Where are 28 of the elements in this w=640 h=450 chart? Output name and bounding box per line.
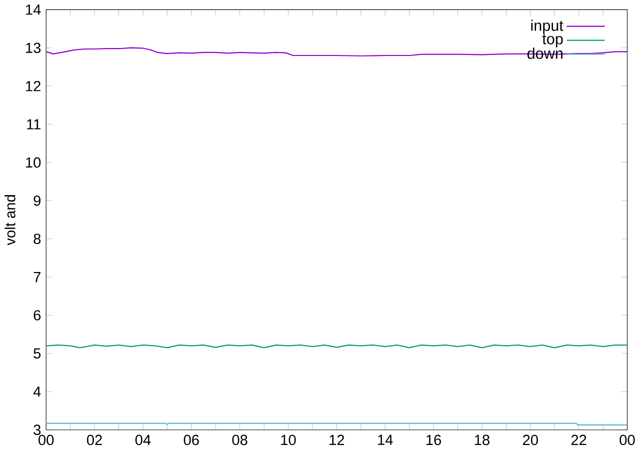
y-tick-label: 8	[34, 234, 41, 244]
legend-label: top	[542, 34, 563, 48]
x-tick-label: 10	[281, 434, 296, 446]
legend-label: input	[531, 20, 564, 34]
x-tick-label: 20	[522, 434, 538, 446]
y-tick-label: 12	[26, 81, 40, 92]
x-tick-label: 08	[232, 434, 248, 446]
y-tick-label: 4	[33, 386, 41, 397]
y-tick-label: 11	[27, 119, 40, 130]
y-tick-label: 7	[34, 272, 40, 282]
x-tick-label: 02	[86, 434, 102, 446]
x-tick-label: 06	[184, 434, 199, 446]
x-tick-label: 04	[135, 434, 151, 446]
x-tick-label: 12	[330, 434, 344, 446]
y-tick-label: 3	[34, 424, 41, 436]
y-tick-label: 5	[34, 348, 41, 359]
x-tick-label: 00	[620, 434, 635, 446]
y-tick-label: 9	[34, 196, 40, 206]
x-tick-label: 00	[38, 434, 54, 446]
y-tick-label: 10	[26, 157, 41, 168]
y-tick-label: 14	[26, 4, 41, 15]
y-tick-label: 6	[34, 310, 41, 321]
x-tick-label: 22	[571, 434, 586, 446]
x-tick-label: 16	[426, 434, 442, 446]
y-axis-title: volt and	[4, 195, 16, 246]
y-tick-label: 13	[26, 42, 41, 54]
x-tick-label: 14	[378, 434, 393, 445]
x-tick-label: 18	[474, 434, 490, 446]
